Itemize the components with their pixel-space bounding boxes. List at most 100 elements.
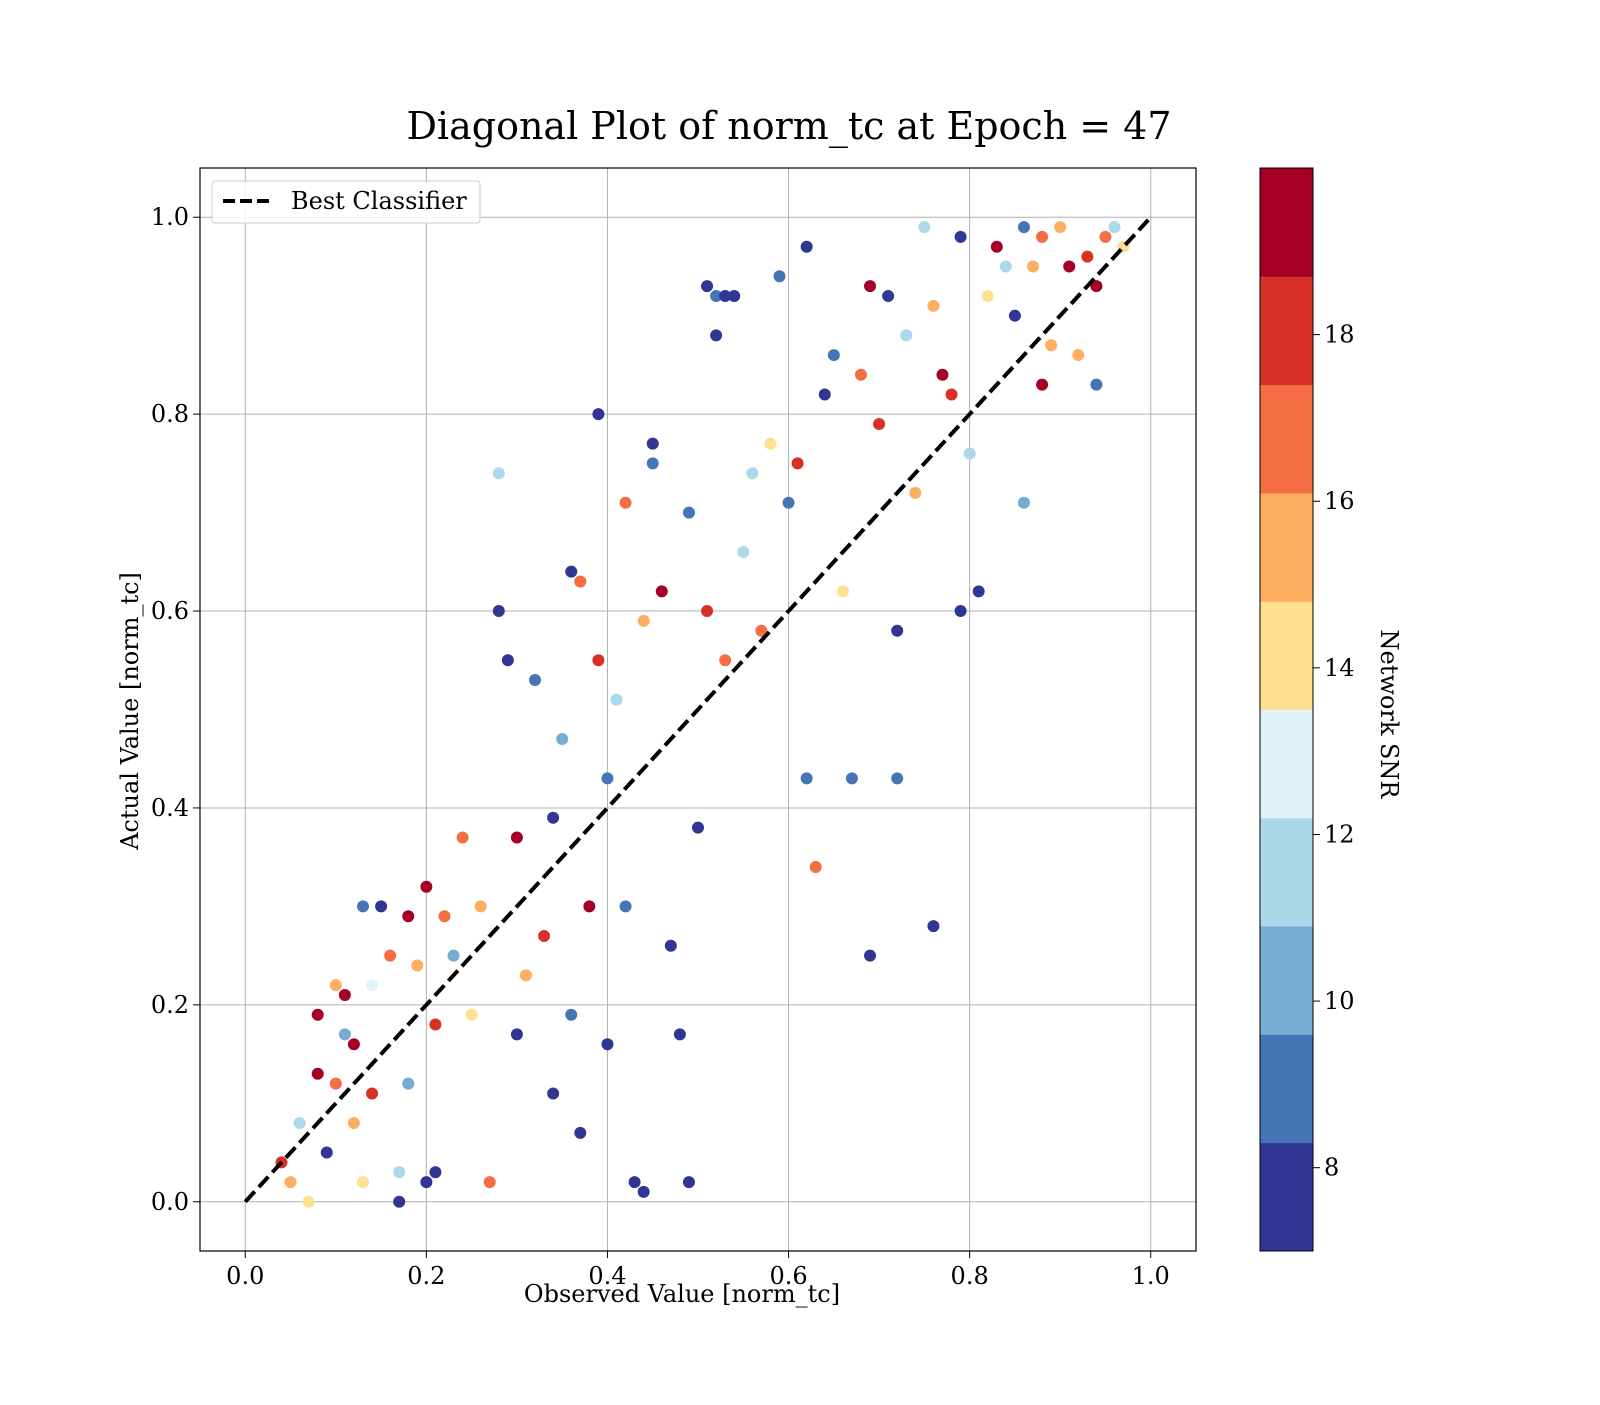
data-point xyxy=(664,939,677,952)
data-point xyxy=(1008,309,1021,322)
plot-frame xyxy=(199,167,1197,1252)
data-point xyxy=(456,831,469,844)
data-point xyxy=(519,969,532,982)
x-tick-label: 0.6 xyxy=(769,1262,807,1290)
data-point xyxy=(891,772,904,785)
x-axis-label: Observed Value [norm_tc] xyxy=(524,1280,840,1308)
data-point xyxy=(293,1117,306,1130)
data-point xyxy=(411,959,424,972)
data-point xyxy=(402,1077,415,1090)
data-point xyxy=(827,349,840,362)
data-point xyxy=(619,900,632,913)
y-tick-label: 0.0 xyxy=(151,1188,189,1216)
data-point xyxy=(329,979,342,992)
data-point xyxy=(483,1176,496,1189)
y-tick-label: 0.2 xyxy=(151,991,189,1019)
data-point xyxy=(1090,378,1103,391)
data-point xyxy=(637,1185,650,1198)
data-point xyxy=(429,1166,442,1179)
colorbar: 8 10 12 14 16 18 xyxy=(1259,167,1355,1252)
x-tick-label: 1.0 xyxy=(1132,1262,1170,1290)
data-point xyxy=(701,605,714,618)
data-point xyxy=(999,260,1012,273)
data-point xyxy=(963,447,976,460)
legend: Best Classifier xyxy=(211,180,481,224)
data-point xyxy=(1036,378,1049,391)
data-point xyxy=(311,1008,324,1021)
data-point xyxy=(429,1018,442,1031)
data-point xyxy=(565,1008,578,1021)
data-point xyxy=(882,289,895,302)
legend-entry: Best Classifier xyxy=(291,187,467,215)
data-point xyxy=(574,575,587,588)
data-point xyxy=(547,1087,560,1100)
data-point xyxy=(728,289,741,302)
data-point xyxy=(583,900,596,913)
data-point xyxy=(854,368,867,381)
y-axis-label: Actual Value [norm_tc] xyxy=(116,572,144,851)
data-point xyxy=(347,1117,360,1130)
best-classifier-line xyxy=(243,215,1153,1204)
colorbar-tick-label: 14 xyxy=(1324,654,1355,682)
data-point xyxy=(510,831,523,844)
data-point xyxy=(420,880,433,893)
y-tick-label: 0.6 xyxy=(151,597,189,625)
colorbar-segment xyxy=(1260,384,1313,494)
data-point xyxy=(393,1166,406,1179)
data-point xyxy=(465,1008,478,1021)
data-point xyxy=(610,693,623,706)
data-point xyxy=(402,910,415,923)
data-point xyxy=(719,289,732,302)
data-point xyxy=(981,289,994,302)
data-point xyxy=(701,280,714,293)
data-point xyxy=(927,299,940,312)
data-point xyxy=(818,388,831,401)
data-point xyxy=(710,289,723,302)
chart-title: Diagonal Plot of norm_tc at Epoch = 47 xyxy=(406,104,1171,149)
data-point xyxy=(990,240,1003,253)
plot-area: 0.0 0.2 0.4 0.6 0.8 1.0 0.0 0.2 0.4 0.6 0.8 1.0 xyxy=(151,167,1197,1290)
data-point xyxy=(628,1176,641,1189)
data-point xyxy=(592,654,605,667)
data-point xyxy=(1017,221,1030,234)
data-point xyxy=(972,585,985,598)
x-tick-label: 0.2 xyxy=(407,1262,445,1290)
x-tick-label: 0.0 xyxy=(226,1262,264,1290)
colorbar-frame xyxy=(1259,167,1314,1252)
data-point xyxy=(936,368,949,381)
data-point xyxy=(809,861,822,874)
colorbar-segment xyxy=(1260,492,1313,602)
colorbar-tick-label: 8 xyxy=(1324,1154,1339,1182)
data-point xyxy=(356,1176,369,1189)
data-point xyxy=(284,1176,297,1189)
data-point xyxy=(764,437,777,450)
data-point xyxy=(873,417,886,430)
colorbar-segment xyxy=(1260,1142,1313,1252)
data-point xyxy=(1081,250,1094,263)
colorbar-segment xyxy=(1260,1034,1313,1144)
legend-frame xyxy=(211,180,481,224)
data-point xyxy=(909,486,922,499)
data-point xyxy=(719,654,732,667)
data-point xyxy=(836,585,849,598)
data-point xyxy=(891,624,904,637)
data-point xyxy=(682,506,695,519)
data-point xyxy=(420,1176,433,1189)
data-point xyxy=(655,585,668,598)
data-point xyxy=(673,1028,686,1041)
data-point xyxy=(338,989,351,1002)
data-point xyxy=(592,408,605,421)
x-tick-label: 0.8 xyxy=(951,1262,989,1290)
data-point xyxy=(927,920,940,933)
data-point xyxy=(945,388,958,401)
data-point xyxy=(356,900,369,913)
data-point xyxy=(510,1028,523,1041)
data-point xyxy=(601,772,614,785)
data-point xyxy=(900,329,913,342)
data-point xyxy=(1099,230,1112,243)
data-point xyxy=(864,949,877,962)
data-point xyxy=(845,772,858,785)
data-point xyxy=(1027,260,1040,273)
data-point xyxy=(329,1077,342,1090)
